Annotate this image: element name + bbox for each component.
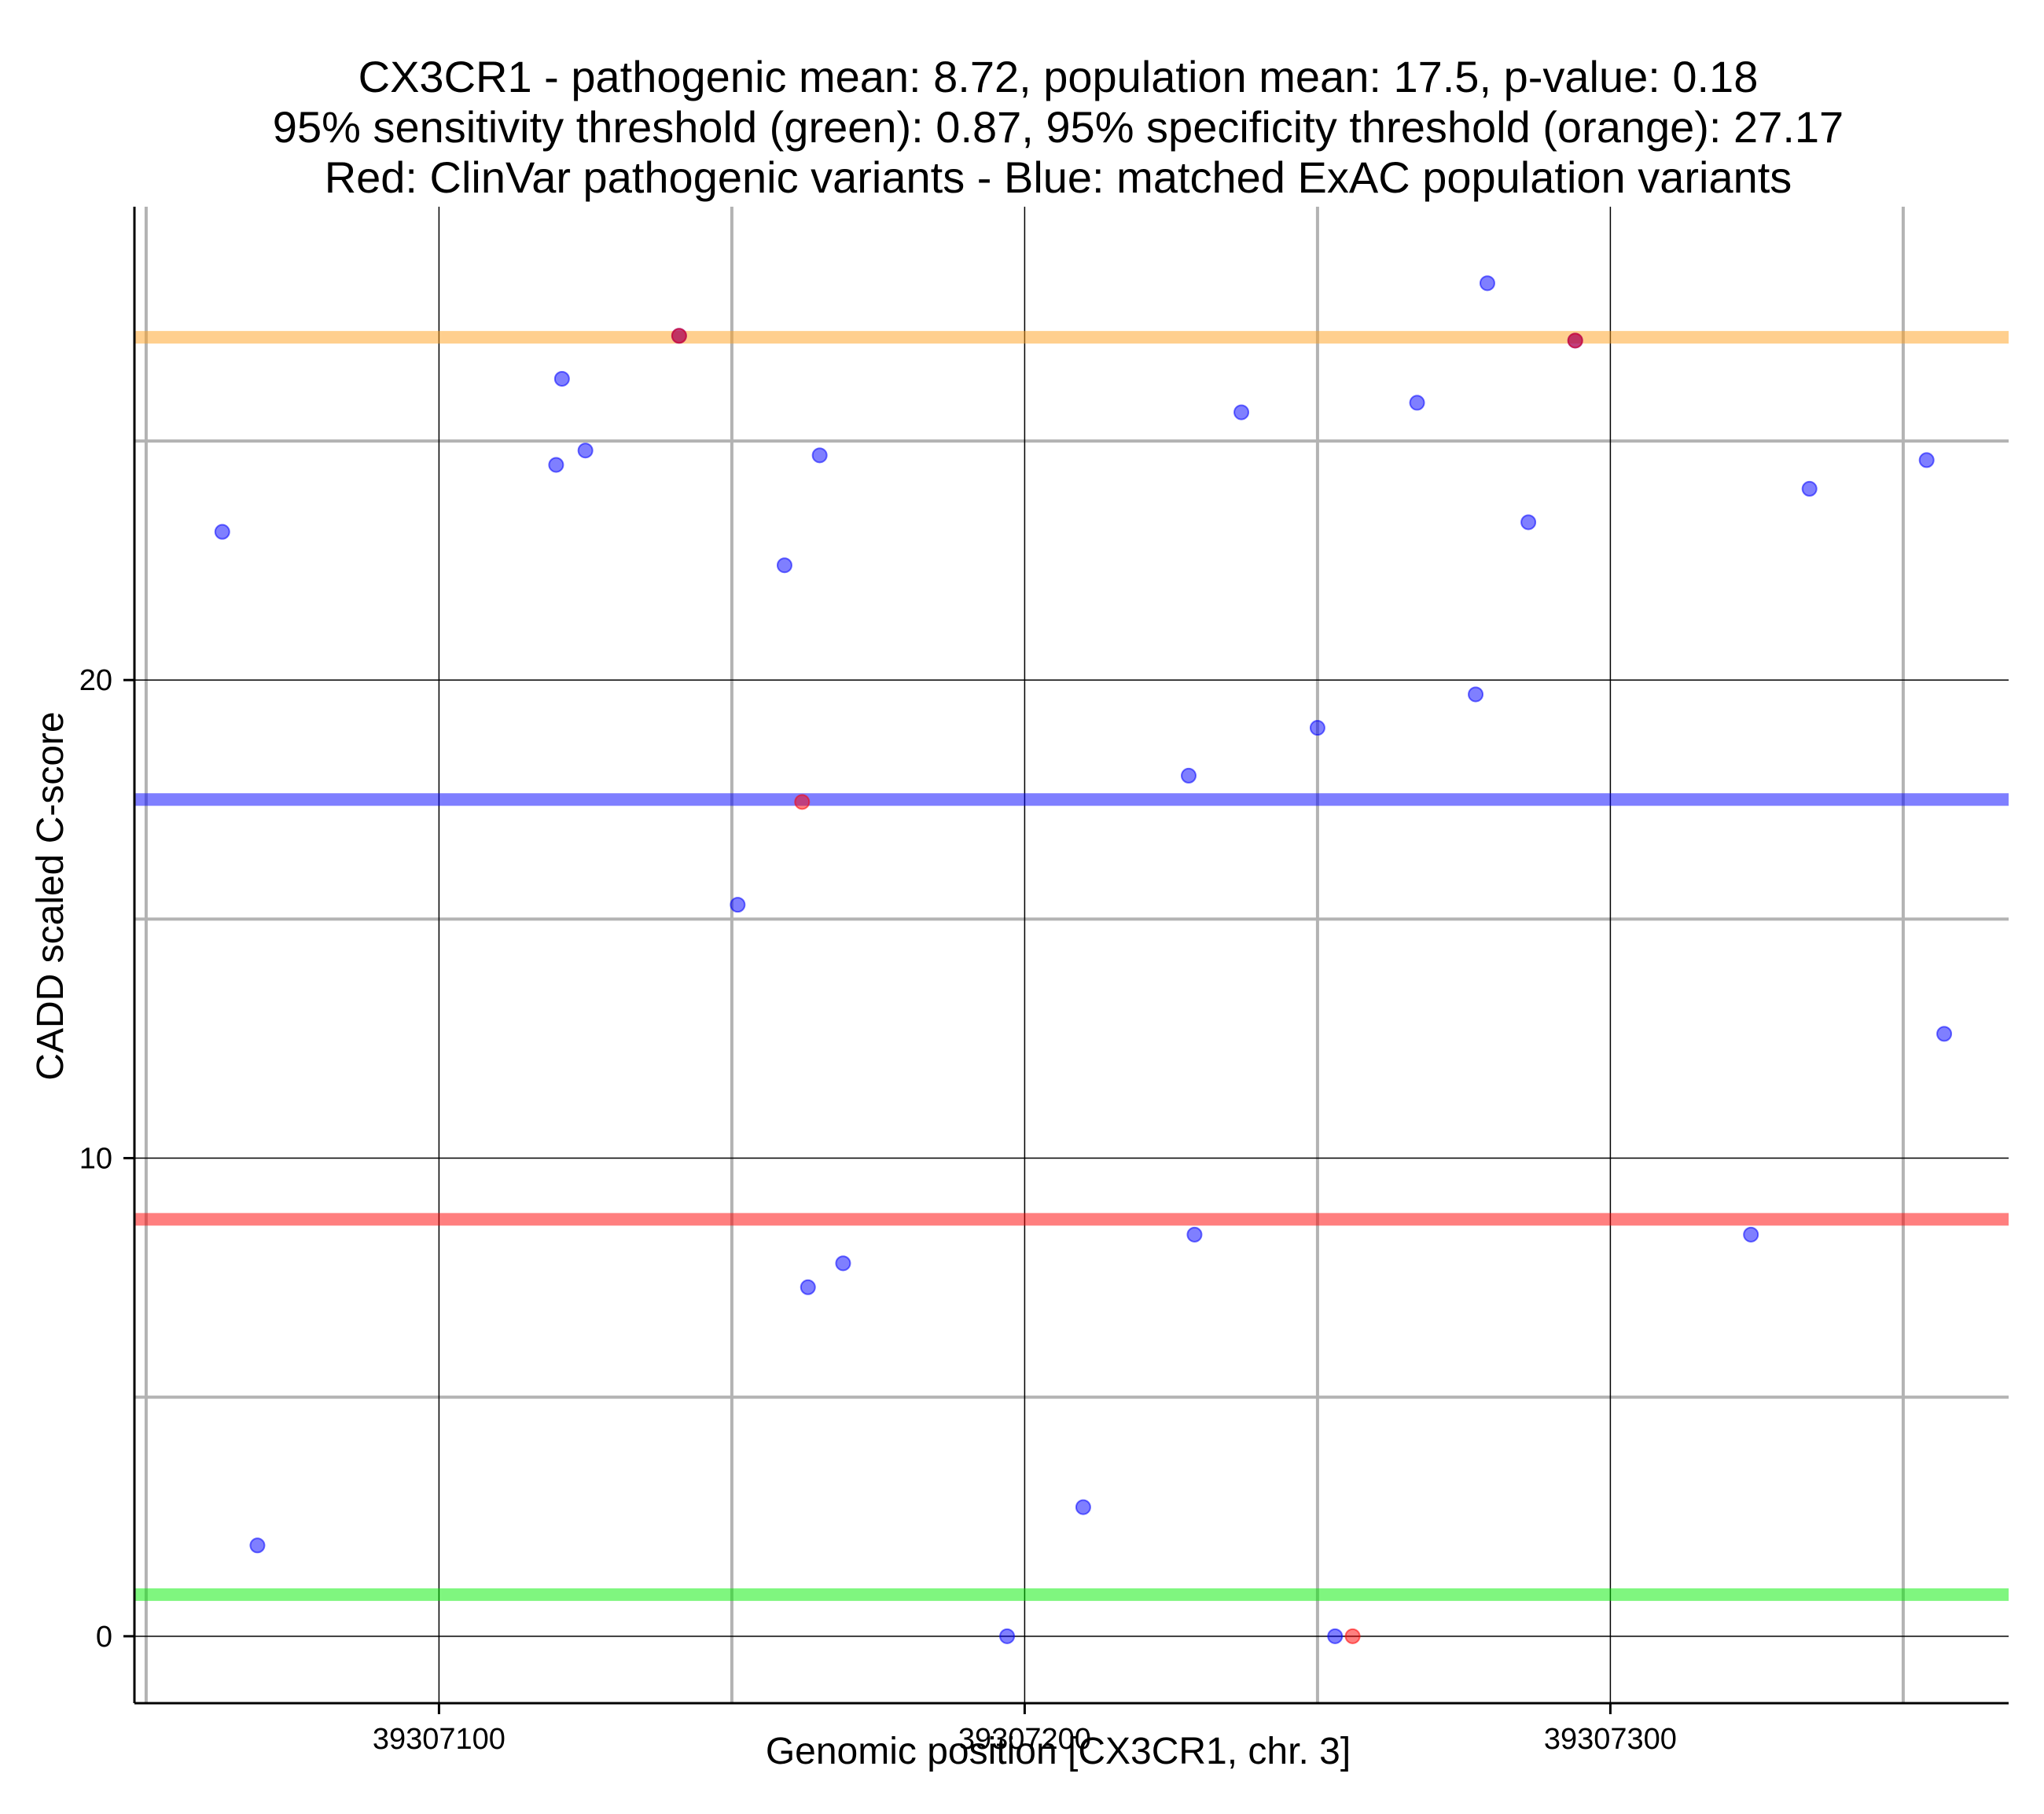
title-line-1: CX3CR1 - pathogenic mean: 8.72, populati… (358, 52, 1759, 101)
data-point (1520, 514, 1537, 531)
data-point (214, 523, 230, 540)
y-tick-label: 20 (79, 664, 112, 697)
data-point (671, 328, 687, 344)
data-point (1186, 1226, 1203, 1243)
data-point (1918, 452, 1935, 468)
data-point (1327, 1628, 1344, 1644)
data-point (1567, 332, 1583, 349)
data-point (1936, 1026, 1953, 1042)
data-point (1801, 480, 1818, 497)
data-point (1468, 686, 1484, 703)
threshold-lines (134, 331, 2009, 1601)
data-point (794, 794, 811, 810)
x-tick-label: 39307300 (1544, 1723, 1677, 1756)
data-point (1075, 1499, 1091, 1515)
data-point (776, 557, 792, 574)
axes: 0 10 20 39307100 39307200 39307300 (79, 207, 2009, 1756)
data-point (1344, 1628, 1361, 1644)
data-point (1233, 404, 1250, 420)
x-ticks: 39307100 39307200 39307300 (373, 1703, 1677, 1756)
data-point (577, 442, 594, 459)
data-point (553, 370, 570, 387)
data-point (800, 1279, 816, 1295)
x-tick-label: 39307200 (958, 1723, 1091, 1756)
data-point (1479, 275, 1495, 292)
data-points (214, 275, 1953, 1644)
data-point (999, 1628, 1016, 1644)
data-point (1309, 720, 1325, 736)
y-ticks: 0 10 20 (79, 664, 134, 1654)
data-point (1181, 767, 1197, 784)
data-point (1743, 1226, 1759, 1243)
title-line-3: Red: ClinVar pathogenic variants - Blue:… (325, 152, 1792, 202)
data-point (835, 1255, 851, 1272)
gridlines (134, 207, 2009, 1703)
data-point (811, 447, 828, 464)
data-point (1409, 395, 1425, 411)
chart-title: CX3CR1 - pathogenic mean: 8.72, populati… (273, 52, 1844, 202)
y-axis-label: CADD scaled C-score (30, 711, 72, 1080)
data-point (548, 457, 564, 473)
y-tick-label: 0 (96, 1621, 112, 1654)
y-tick-label: 10 (79, 1143, 112, 1176)
x-axis-label: Genomic position [CX3CR1, chr. 3] (766, 1731, 1351, 1772)
plot-area (134, 207, 2009, 1703)
data-point (249, 1537, 266, 1554)
data-point (730, 897, 746, 913)
title-line-2: 95% sensitivity threshold (green): 0.87,… (273, 102, 1844, 152)
x-tick-label: 39307100 (373, 1723, 505, 1756)
